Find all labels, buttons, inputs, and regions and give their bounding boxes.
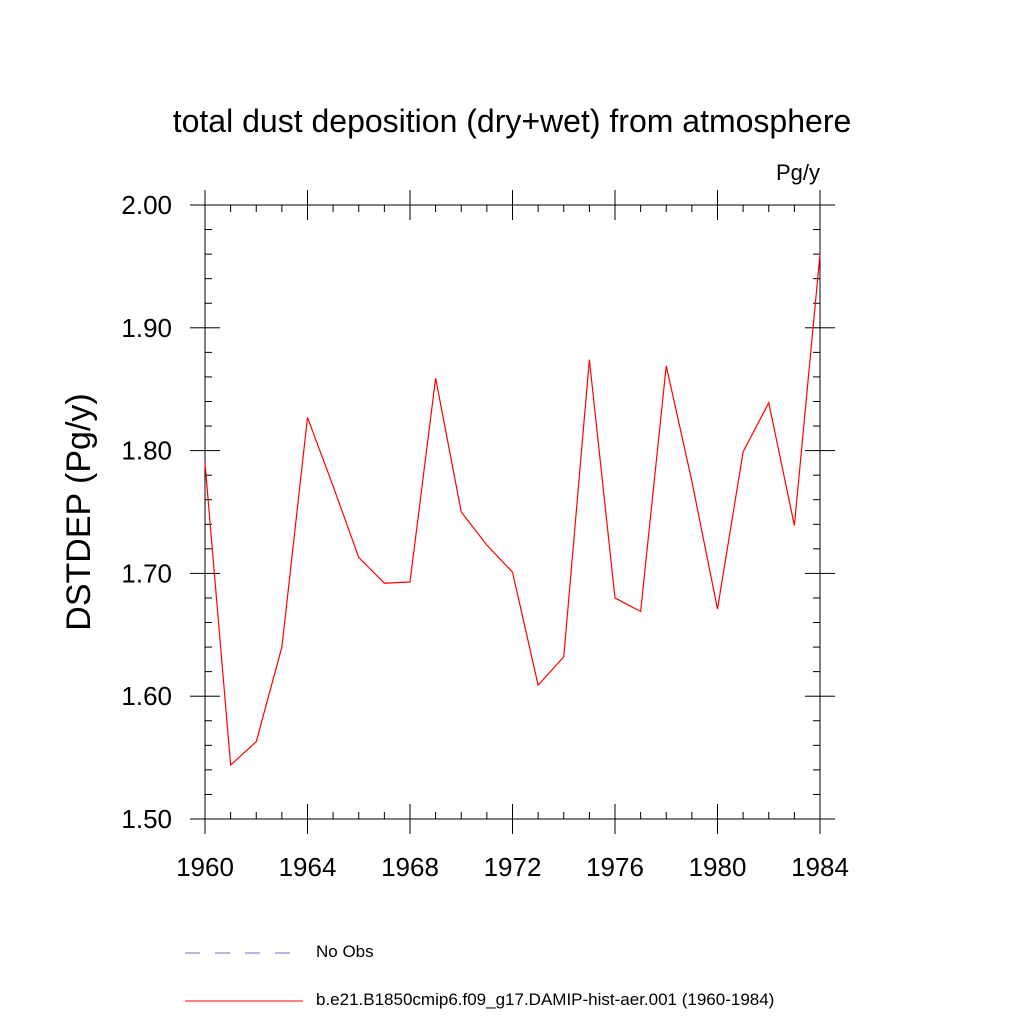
x-tick-label: 1976 xyxy=(586,852,644,882)
series-group xyxy=(204,254,821,767)
axis-ticks xyxy=(190,190,835,834)
x-tick-label: 1968 xyxy=(381,852,439,882)
legend-label-model-run: b.e21.B1850cmip6.f09_g17.DAMIP-hist-aer.… xyxy=(316,990,775,1009)
x-tick-label: 1960 xyxy=(176,852,234,882)
legend xyxy=(185,952,303,1002)
legend-label-no-obs: No Obs xyxy=(316,942,374,961)
series-line xyxy=(204,254,821,767)
y-tick-label: 1.80 xyxy=(121,436,172,466)
y-axis-title: DSTDEP (Pg/y) xyxy=(60,393,98,630)
y-tick-label: 1.50 xyxy=(121,804,172,834)
y-tick-label: 1.70 xyxy=(121,558,172,588)
x-tick-label: 1972 xyxy=(484,852,542,882)
x-tick-label: 1984 xyxy=(791,852,849,882)
y-tick-label: 1.90 xyxy=(121,313,172,343)
y-tick-label: 2.00 xyxy=(121,190,172,220)
chart-units-label: Pg/y xyxy=(776,160,820,185)
chart-title: total dust deposition (dry+wet) from atm… xyxy=(173,103,852,139)
x-tick-label: 1980 xyxy=(689,852,747,882)
x-tick-label: 1964 xyxy=(279,852,337,882)
y-tick-label: 1.60 xyxy=(121,681,172,711)
axis-tick-labels: 1960 1964 1968 1972 1976 1980 1984 1.50 1.60 1.70… xyxy=(121,190,849,882)
